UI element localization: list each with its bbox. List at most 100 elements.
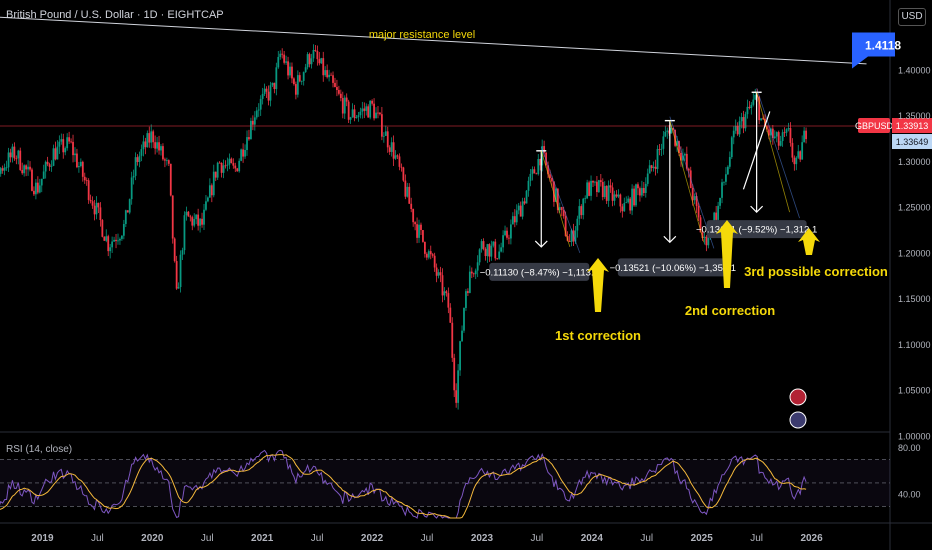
candle-body [390,142,393,152]
candle-body [719,197,721,206]
candle-body [382,135,385,137]
candle-body [674,129,677,146]
candle-body [785,129,788,133]
measure-diagonal [669,120,705,243]
candle-body [768,129,770,136]
candle-body [465,291,467,308]
candle-body [5,167,8,169]
candle-body [633,188,635,206]
candle-body [281,53,284,55]
candle-body [195,214,198,220]
candle-body [171,195,174,239]
candle-body [738,121,741,135]
candle-body [347,101,350,120]
candle-body [682,155,684,161]
y-tick-label: 1.30000 [898,157,931,167]
candle-body [715,212,718,220]
candle-body [433,255,436,268]
candle-body [732,130,735,138]
candle-body [478,249,481,263]
candle-body [412,209,415,223]
candle-body [306,54,309,68]
candle-body [207,197,209,202]
y-tick-label: 1.35000 [898,111,931,121]
candle-body [394,155,397,159]
candle-body [341,98,344,114]
candle-body [758,96,761,121]
candle-body [416,224,418,238]
candle-body [705,236,708,246]
candle-body [734,125,737,131]
candle-body [576,218,579,231]
candle-body [449,307,452,323]
candle-body [103,236,106,241]
y-tick-label: 1.40000 [898,65,931,75]
candle-body [631,188,633,211]
candle-body [556,188,559,211]
candle-body [201,218,203,225]
candle-body [723,181,725,183]
candle-body [793,157,796,165]
candle-body [287,61,289,76]
candle-body [384,131,387,136]
candle-body [85,180,88,181]
y-tick-label: 1.10000 [898,340,931,350]
candle-body [251,120,254,125]
candle-body [265,88,268,92]
rsi-tick-label: 40.00 [898,490,921,500]
x-tick-label: Jul [91,533,104,544]
candle-body [586,182,589,199]
candle-body [787,128,790,130]
candle-body [89,199,92,202]
candle-body [621,206,624,212]
correction-label: 3rd possible correction [744,264,888,279]
candle-body [240,149,243,161]
measure-label: −0.13121 (−9.52%) −1,312.1 [696,225,817,236]
candle-body [361,108,364,112]
candle-body [36,182,39,193]
candle-body [691,187,694,201]
candle-body [226,164,229,166]
candle-body [119,238,121,241]
correction-label: 1st correction [555,328,641,343]
candle-body [476,262,479,271]
candle-body [230,158,233,164]
candle-body [130,177,133,200]
candle-body [355,117,358,119]
candle-body [410,203,413,210]
candle-body [766,126,768,130]
candle-body [676,141,678,146]
candle-body [680,152,682,161]
candle-body [427,251,430,258]
candle-body [164,159,166,161]
x-tick-label: 2025 [691,533,714,544]
candle-body [111,241,114,248]
candle-body [607,185,610,201]
candle-body [678,141,680,153]
candle-body [439,272,442,276]
candle-body [803,130,806,143]
candle-body [445,291,448,294]
candle-body [648,165,651,174]
candle-body [27,166,29,170]
candle-body [152,131,155,143]
candle-body [697,205,700,218]
currency-button[interactable]: USD [898,8,926,26]
candle-body [294,84,297,95]
candle-body [640,188,643,196]
candle-body [179,254,182,288]
candle-body [418,224,420,238]
candle-body [29,166,31,170]
candle-body [461,330,463,342]
candle-body [687,168,690,171]
candle-body [525,190,528,204]
candle-body [580,206,583,216]
candle-body [599,180,602,183]
candle-body [717,205,720,220]
candle-body [744,114,747,129]
candle-body [113,239,115,242]
candle-body [314,49,317,51]
candle-body [189,216,192,218]
candle-body [277,56,280,68]
